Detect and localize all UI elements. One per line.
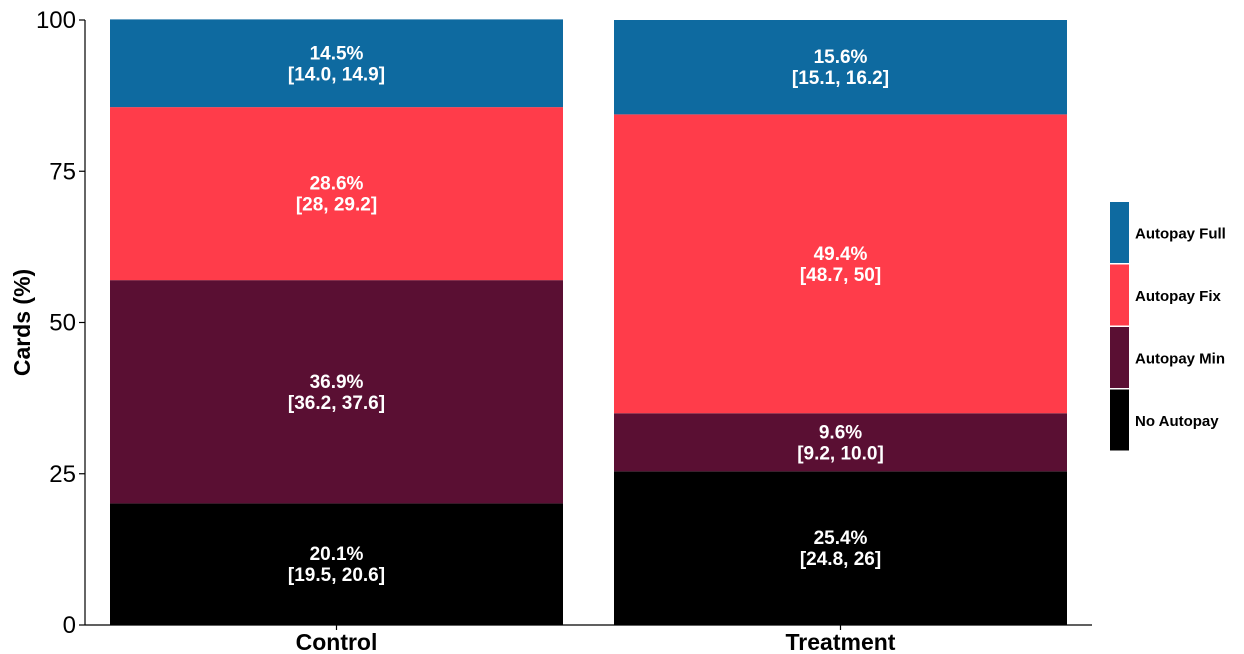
data-label-percent: 36.9%: [310, 372, 364, 393]
data-label-ci: [9.2, 10.0]: [797, 443, 884, 464]
legend-key-no-autopay: [1110, 390, 1129, 451]
legend: Autopay Full Autopay Fix Autopay Min No Aut…: [1110, 202, 1226, 451]
data-label-percent: 14.5%: [310, 43, 364, 64]
y-axis-title: Cards (%): [9, 269, 35, 376]
data-label-percent: 15.6%: [814, 47, 868, 68]
data-label-ci: [48.7, 50]: [800, 265, 881, 286]
legend-key-autopay-full: [1110, 202, 1129, 263]
legend-key-autopay-fix: [1110, 265, 1129, 326]
y-tick-label: 75: [49, 158, 76, 185]
data-label-ci: [15.1, 16.2]: [792, 68, 889, 89]
legend-key-autopay-min: [1110, 327, 1129, 388]
legend-label: Autopay Min: [1135, 351, 1225, 368]
data-label-ci: [28, 29.2]: [296, 195, 377, 216]
data-label-percent: 25.4%: [814, 528, 868, 549]
data-label-ci: [19.5, 20.6]: [288, 565, 385, 586]
data-label-percent: 20.1%: [310, 544, 364, 565]
x-tick-label: Control: [296, 629, 378, 654]
y-tick-label: 50: [49, 310, 76, 337]
data-label-ci: [36.2, 37.6]: [288, 393, 385, 414]
y-tick-label: 0: [63, 612, 76, 639]
legend-label: Autopay Full: [1135, 226, 1226, 243]
legend-label: Autopay Fix: [1135, 288, 1221, 305]
data-label-percent: 9.6%: [819, 422, 862, 443]
data-label-percent: 28.6%: [310, 174, 364, 195]
data-label-ci: [24.8, 26]: [800, 549, 881, 570]
x-tick-label: Treatment: [786, 629, 896, 654]
y-tick-label: 100: [36, 7, 76, 34]
bars-layer: [110, 19, 1067, 625]
data-label-ci: [14.0, 14.9]: [288, 64, 385, 85]
y-tick-label: 25: [49, 461, 76, 488]
legend-label: No Autopay: [1135, 413, 1219, 430]
data-label-percent: 49.4%: [814, 244, 868, 265]
